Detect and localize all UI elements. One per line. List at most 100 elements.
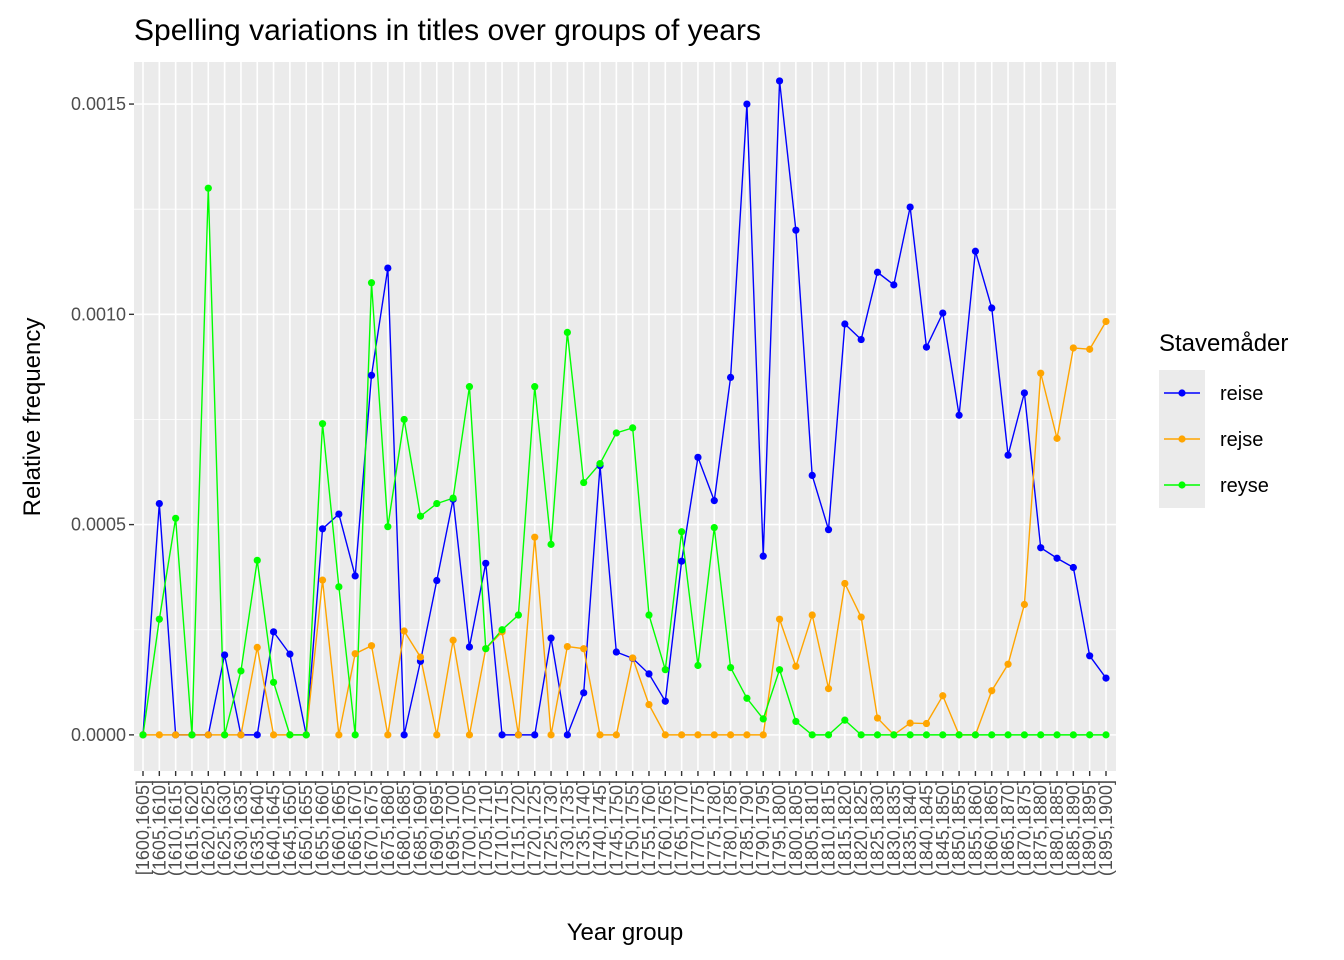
data-point-reyse xyxy=(743,694,751,702)
data-point-reyse xyxy=(547,540,555,548)
series-layer xyxy=(139,77,1110,739)
data-point-reyse xyxy=(204,184,212,192)
data-point-rejse xyxy=(433,731,441,739)
data-point-reise xyxy=(482,559,490,567)
data-point-reise xyxy=(269,628,278,636)
x-tick-label: (1635,1640] xyxy=(247,780,267,876)
data-point-reyse xyxy=(335,583,343,591)
data-point-reyse xyxy=(841,716,849,724)
x-tick-label: (1865,1870] xyxy=(998,780,1018,876)
data-point-rejse xyxy=(204,731,212,739)
axes: 0.0000 0.0005 0.0010 0.0015 [1600,1605](1605… xyxy=(71,94,1116,876)
data-point-reise xyxy=(1004,451,1012,459)
data-point-reise xyxy=(873,268,882,276)
data-point-reyse xyxy=(939,731,947,739)
x-tick-label: (1665,1670] xyxy=(345,780,365,876)
data-point-rejse xyxy=(400,627,408,635)
data-point-reise xyxy=(922,343,931,351)
data-point-reyse xyxy=(400,415,408,424)
data-point-reyse xyxy=(1037,731,1045,739)
data-point-reise xyxy=(841,320,849,328)
data-point-rejse xyxy=(873,714,882,722)
data-point-rejse xyxy=(988,687,996,695)
data-point-rejse xyxy=(645,700,653,709)
data-point-reyse xyxy=(726,663,735,672)
data-point-rejse xyxy=(367,642,376,650)
data-point-reise xyxy=(694,453,702,461)
data-point-rejse xyxy=(514,731,523,739)
x-tick-label: (1760,1765] xyxy=(655,780,675,876)
x-tick-label: (1655,1660] xyxy=(313,780,333,876)
x-tick-label: (1615,1620] xyxy=(182,780,202,876)
x-tick-label: (1745,1750] xyxy=(606,780,626,876)
x-tick-label: (1860,1865] xyxy=(982,780,1002,876)
data-point-rejse xyxy=(661,731,669,739)
x-tick-label: (1720,1725] xyxy=(525,780,545,876)
data-point-rejse xyxy=(449,636,457,644)
y-axis-title: Relative frequency xyxy=(19,318,46,517)
x-tick-label: (1885,1890] xyxy=(1063,780,1083,876)
data-point-reise xyxy=(351,572,359,580)
data-point-reyse xyxy=(873,731,882,739)
data-point-reise xyxy=(547,634,555,642)
data-point-rejse xyxy=(531,533,539,541)
data-point-reyse xyxy=(1102,731,1110,739)
data-point-rejse xyxy=(694,731,702,739)
data-point-rejse xyxy=(759,731,767,739)
x-tick-label: (1725,1730] xyxy=(541,780,561,876)
data-point-reise xyxy=(775,77,784,85)
x-tick-label: (1775,1780] xyxy=(704,780,724,876)
data-point-rejse xyxy=(678,731,686,739)
data-point-rejse xyxy=(939,692,947,700)
data-point-rejse xyxy=(1037,369,1045,377)
data-point-reise xyxy=(318,525,327,533)
data-point-reise xyxy=(563,731,571,739)
legend-label-reise: reise xyxy=(1220,383,1263,405)
data-point-reise xyxy=(1086,652,1094,660)
data-point-rejse xyxy=(906,719,914,727)
data-point-rejse xyxy=(824,685,833,693)
data-point-rejse xyxy=(335,731,343,739)
x-tick-label: (1840,1845] xyxy=(916,780,936,876)
x-tick-label: (1820,1825] xyxy=(851,780,871,876)
data-point-reise xyxy=(612,648,620,656)
x-tick-label: (1690,1695] xyxy=(427,780,447,876)
data-point-reise xyxy=(155,499,163,508)
x-tick-label: (1855,1860] xyxy=(965,780,985,876)
x-tick-label: (1830,1835] xyxy=(884,780,904,876)
data-point-rejse xyxy=(384,731,392,739)
data-point-reise xyxy=(743,100,751,108)
data-point-reyse xyxy=(433,499,441,508)
data-point-reise xyxy=(710,497,718,505)
data-point-reyse xyxy=(318,420,327,428)
data-point-reyse xyxy=(253,556,261,564)
legend-key-point-reise xyxy=(1178,389,1186,397)
data-point-rejse xyxy=(922,719,931,728)
data-point-rejse xyxy=(172,731,180,739)
data-point-reyse xyxy=(1020,731,1028,739)
data-point-reyse xyxy=(678,528,686,536)
data-point-rejse xyxy=(237,731,245,739)
x-tick-label: (1640,1645] xyxy=(264,780,284,876)
data-point-reise xyxy=(1020,389,1028,397)
x-tick-label: (1875,1880] xyxy=(1031,780,1051,876)
data-point-rejse xyxy=(792,662,800,670)
data-point-reise xyxy=(384,264,392,272)
x-tick-label: (1795,1800] xyxy=(770,780,790,876)
chart-title: Spelling variations in titles over group… xyxy=(134,14,761,47)
data-point-reyse xyxy=(269,678,278,686)
data-point-rejse xyxy=(1086,345,1094,353)
data-point-reyse xyxy=(612,429,620,437)
data-point-reise xyxy=(890,281,898,289)
data-point-rejse xyxy=(775,615,784,623)
data-point-reise xyxy=(988,304,996,312)
data-point-reyse xyxy=(694,661,702,670)
x-tick-label: (1625,1630] xyxy=(215,780,235,876)
x-tick-label: (1740,1745] xyxy=(590,780,610,876)
y-tick-label: 0.0015 xyxy=(71,94,126,114)
data-point-reyse xyxy=(906,731,914,739)
data-point-reyse xyxy=(808,731,816,739)
data-point-reise xyxy=(1069,563,1077,572)
legend-label-reyse: reyse xyxy=(1220,475,1269,497)
